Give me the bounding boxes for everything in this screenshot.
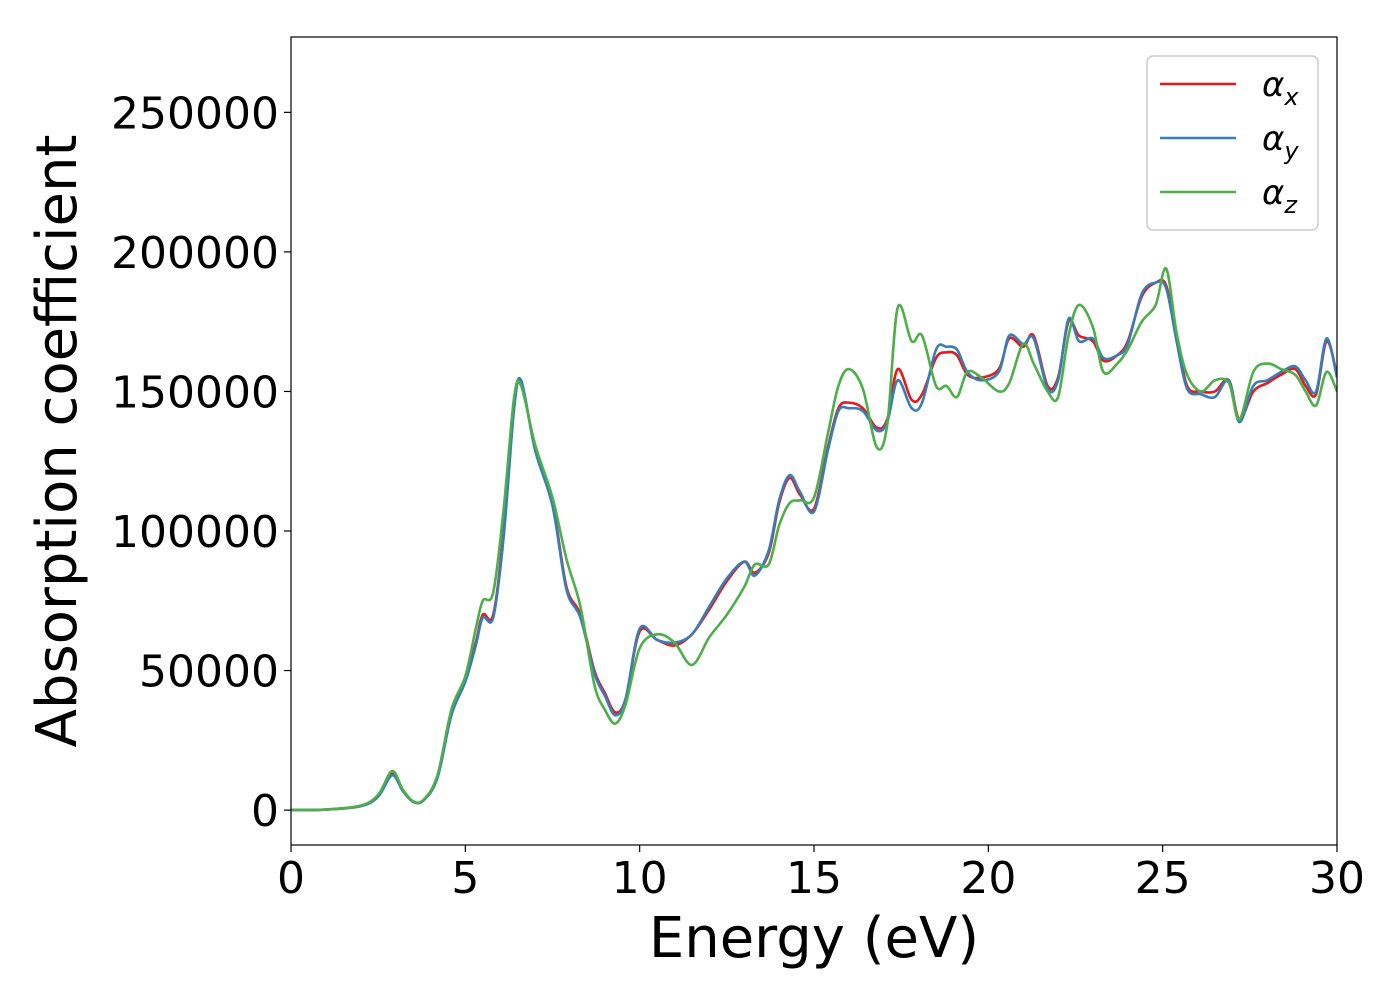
series-layer <box>291 267 1337 812</box>
series-line-z <box>291 267 1337 812</box>
x-tick-label: 25 <box>1135 853 1191 904</box>
x-tick-label: 5 <box>451 853 479 904</box>
y-tick-label: 150000 <box>111 367 279 418</box>
y-ticks: 0 50000 100000 150000 200000 250000 <box>111 88 291 837</box>
series-line-y <box>291 280 1337 812</box>
x-tick-label: 0 <box>277 853 305 904</box>
x-tick-label: 10 <box>612 853 668 904</box>
legend-box <box>1146 55 1319 231</box>
y-tick-label: 0 <box>251 786 279 837</box>
legend-label-z: αz <box>1262 173 1298 219</box>
y-axis-label: Absorption coefficient <box>25 135 90 748</box>
x-tick-label: 15 <box>786 853 842 904</box>
y-tick-label: 50000 <box>139 647 279 698</box>
y-tick-label: 200000 <box>111 228 279 279</box>
y-tick-label: 100000 <box>111 507 279 558</box>
x-axis-label: Energy (eV) <box>649 906 979 971</box>
y-tick-label: 250000 <box>111 88 279 139</box>
legend-label-x: αx <box>1262 65 1299 111</box>
legend: αx αy αz <box>1146 55 1319 231</box>
legend-label-y: αy <box>1262 119 1299 165</box>
x-tick-label: 30 <box>1309 853 1365 904</box>
x-tick-label: 20 <box>960 853 1016 904</box>
x-ticks: 0 5 10 15 20 25 30 <box>277 845 1365 904</box>
